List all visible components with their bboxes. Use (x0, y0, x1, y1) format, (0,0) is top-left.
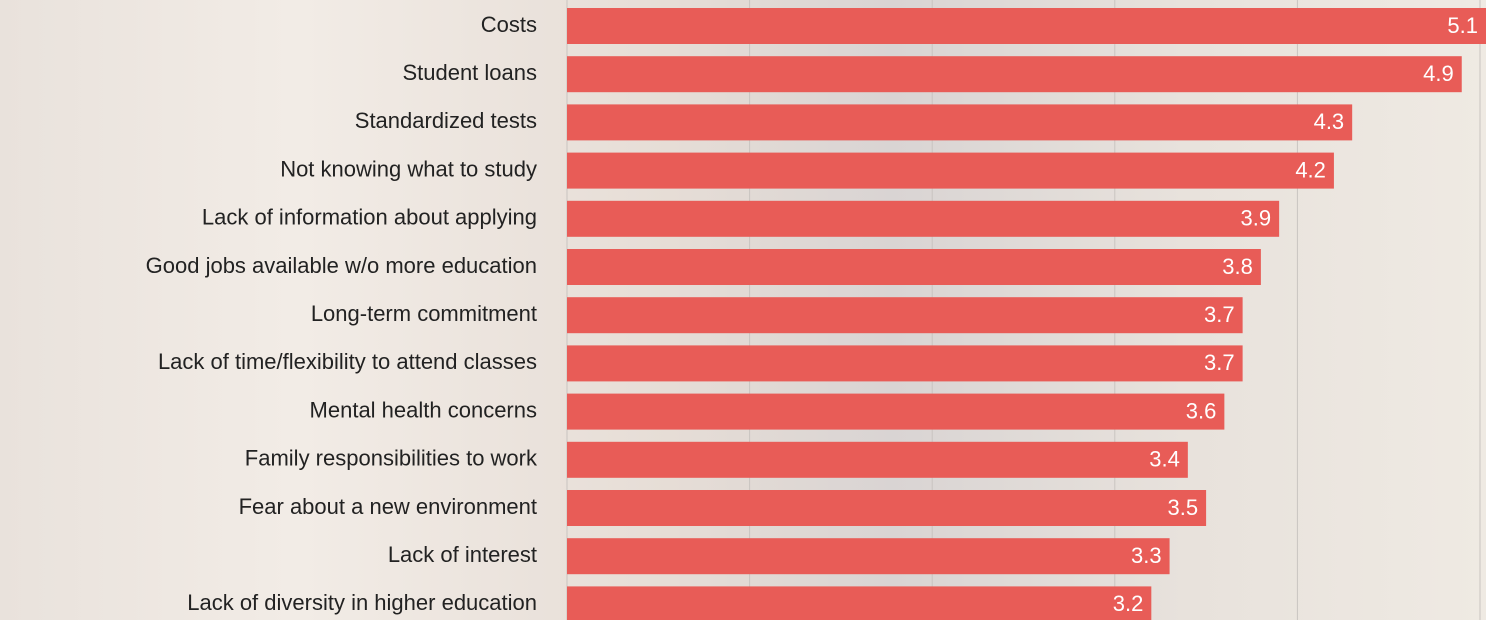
category-label: Lack of time/flexibility to attend class… (158, 349, 537, 374)
value-label: 4.3 (1314, 109, 1345, 134)
value-label: 5.1 (1447, 13, 1478, 38)
value-label: 3.7 (1204, 302, 1235, 327)
value-label: 3.5 (1168, 495, 1199, 520)
value-label: 3.4 (1149, 447, 1180, 472)
bar (567, 8, 1486, 44)
bar (567, 153, 1334, 189)
page: Costs 5.1 Student loans 4.9 Standardized tes… (0, 0, 1486, 620)
bar (567, 297, 1243, 333)
category-label: Standardized tests (355, 108, 537, 133)
category-label: Costs (481, 12, 537, 37)
value-label: 3.8 (1222, 254, 1253, 279)
value-label: 4.9 (1423, 61, 1454, 86)
value-label: 4.2 (1295, 157, 1326, 182)
bar (567, 249, 1261, 285)
value-label: 3.6 (1186, 398, 1217, 423)
bar (567, 538, 1170, 574)
value-label: 3.3 (1131, 543, 1162, 568)
bar (567, 490, 1206, 526)
category-label: Lack of interest (388, 542, 537, 567)
category-label: Not knowing what to study (280, 156, 537, 181)
category-label: Mental health concerns (310, 397, 537, 422)
category-label: Good jobs available w/o more education (146, 253, 537, 278)
category-label: Lack of diversity in higher education (187, 590, 537, 615)
category-label: Family responsibilities to work (245, 446, 538, 471)
value-label: 3.2 (1113, 591, 1144, 616)
bar (567, 201, 1279, 237)
chart: Costs 5.1 Student loans 4.9 Standardized tes… (0, 0, 1486, 620)
bar (567, 394, 1224, 430)
category-label: Long-term commitment (311, 301, 537, 326)
value-label: 3.7 (1204, 350, 1235, 375)
category-label: Fear about a new environment (239, 494, 537, 519)
category-label: Student loans (402, 60, 537, 85)
bar (567, 442, 1188, 478)
category-label: Lack of information about applying (202, 205, 537, 230)
value-label: 3.9 (1241, 206, 1272, 231)
bar (567, 104, 1352, 140)
bar (567, 56, 1462, 92)
bar (567, 586, 1151, 620)
bar (567, 345, 1243, 381)
